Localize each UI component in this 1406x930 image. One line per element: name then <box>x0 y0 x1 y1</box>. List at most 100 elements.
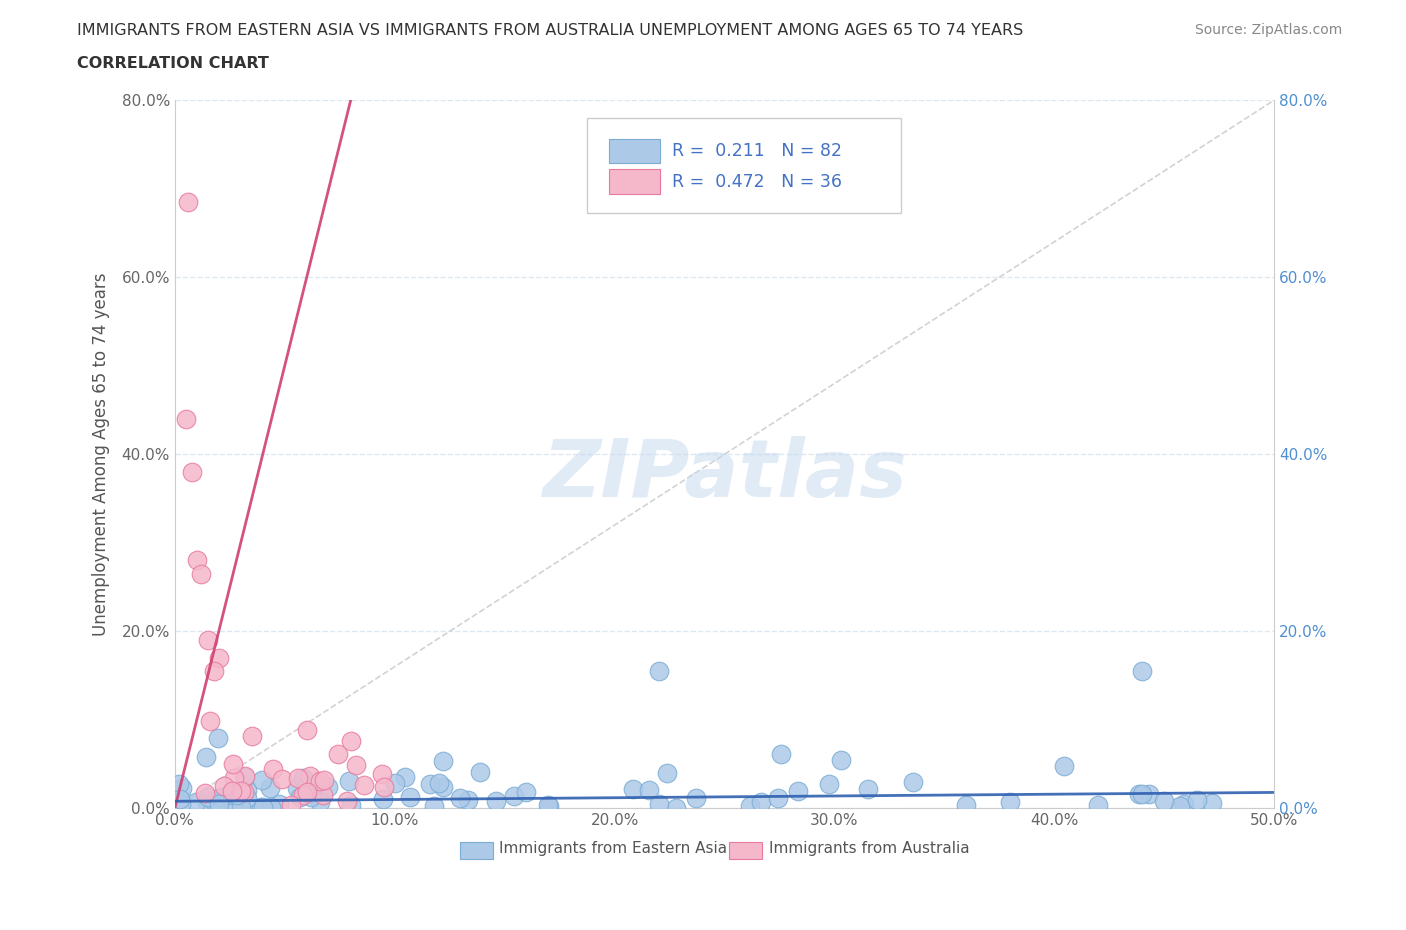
Point <box>318 779 340 794</box>
Point <box>186 553 208 568</box>
Point <box>250 773 273 788</box>
Point <box>221 784 243 799</box>
Point <box>738 799 761 814</box>
Point <box>432 780 454 795</box>
Point <box>1168 798 1191 813</box>
Point <box>1087 797 1109 812</box>
Point <box>657 766 679 781</box>
Point <box>1132 664 1154 679</box>
Point <box>225 788 247 803</box>
Point <box>308 795 330 810</box>
Point <box>901 774 924 789</box>
Point <box>222 757 245 772</box>
Point <box>167 777 190 791</box>
Point <box>344 758 367 773</box>
FancyBboxPatch shape <box>609 139 659 163</box>
Point <box>267 797 290 812</box>
Point <box>457 792 479 807</box>
Point <box>537 798 560 813</box>
Point <box>287 770 309 785</box>
Point <box>208 797 231 812</box>
Text: IMMIGRANTS FROM EASTERN ASIA VS IMMIGRANTS FROM AUSTRALIA UNEMPLOYMENT AMONG AGE: IMMIGRANTS FROM EASTERN ASIA VS IMMIGRAN… <box>77 23 1024 38</box>
Point <box>231 783 253 798</box>
Point <box>229 799 252 814</box>
Point <box>830 752 852 767</box>
Point <box>623 781 645 796</box>
Point <box>537 798 560 813</box>
Point <box>1201 796 1223 811</box>
Point <box>226 782 249 797</box>
Point <box>449 790 471 805</box>
FancyBboxPatch shape <box>588 118 900 213</box>
Point <box>233 769 256 784</box>
Point <box>295 723 318 737</box>
Point <box>198 713 221 728</box>
Point <box>259 780 281 795</box>
Point <box>1173 797 1195 812</box>
Point <box>339 733 361 748</box>
Point <box>818 777 841 791</box>
Point <box>955 798 977 813</box>
Point <box>311 788 333 803</box>
Point <box>1153 794 1175 809</box>
Point <box>217 788 239 803</box>
Point <box>172 781 194 796</box>
Point <box>212 778 235 793</box>
Text: Source: ZipAtlas.com: Source: ZipAtlas.com <box>1195 23 1343 37</box>
Point <box>235 790 257 805</box>
FancyBboxPatch shape <box>728 842 762 858</box>
Point <box>1053 759 1076 774</box>
Point <box>209 790 232 804</box>
Point <box>398 790 420 804</box>
Point <box>250 800 273 815</box>
Point <box>353 777 375 792</box>
Point <box>260 800 283 815</box>
Point <box>240 728 263 743</box>
Point <box>207 730 229 745</box>
Point <box>222 797 245 812</box>
Point <box>174 411 197 426</box>
Point <box>749 795 772 810</box>
Point <box>1139 787 1161 802</box>
Point <box>170 796 193 811</box>
Point <box>288 790 311 804</box>
Text: ZIPatlas: ZIPatlas <box>543 436 907 514</box>
Point <box>422 799 444 814</box>
Point <box>1132 786 1154 801</box>
Point <box>271 771 294 786</box>
Text: R =  0.211   N = 82: R = 0.211 N = 82 <box>672 142 842 160</box>
Point <box>291 771 314 786</box>
Point <box>373 779 395 794</box>
Point <box>224 785 246 800</box>
Point <box>299 790 322 804</box>
Point <box>252 800 274 815</box>
Point <box>337 773 360 788</box>
Point <box>339 798 361 813</box>
Point <box>222 771 245 786</box>
Point <box>1128 787 1150 802</box>
Point <box>262 762 284 777</box>
Point <box>195 796 218 811</box>
Point <box>647 664 669 679</box>
Point <box>285 781 308 796</box>
Y-axis label: Unemployment Among Ages 65 to 74 years: Unemployment Among Ages 65 to 74 years <box>93 272 110 636</box>
Text: CORRELATION CHART: CORRELATION CHART <box>77 56 269 71</box>
Point <box>371 791 394 806</box>
Point <box>236 783 259 798</box>
Point <box>312 772 335 787</box>
Point <box>309 774 332 789</box>
Point <box>336 793 359 808</box>
Point <box>202 794 225 809</box>
Point <box>181 464 204 479</box>
Text: R =  0.472   N = 36: R = 0.472 N = 36 <box>672 172 842 191</box>
Point <box>194 750 217 764</box>
Point <box>371 766 394 781</box>
Point <box>197 790 219 804</box>
Point <box>485 793 508 808</box>
Point <box>685 790 707 805</box>
Point <box>770 747 793 762</box>
Point <box>427 776 450 790</box>
Text: Immigrants from Australia: Immigrants from Australia <box>769 842 969 857</box>
Point <box>299 768 322 783</box>
FancyBboxPatch shape <box>609 169 659 193</box>
